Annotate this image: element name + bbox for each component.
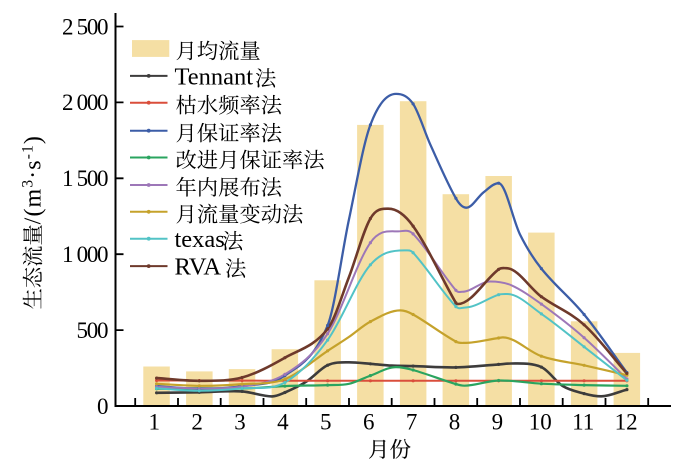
svg-text:1 500: 1 500 <box>62 166 109 191</box>
svg-text:2: 2 <box>191 410 203 435</box>
svg-text:2 500: 2 500 <box>62 14 109 39</box>
svg-text:texas: texas <box>175 226 225 253</box>
svg-text:0: 0 <box>97 394 109 419</box>
svg-text:8: 8 <box>449 410 461 435</box>
svg-text:11: 11 <box>572 410 594 435</box>
svg-text:7: 7 <box>406 410 418 435</box>
svg-text:2 000: 2 000 <box>62 90 109 115</box>
svg-text:500: 500 <box>77 318 109 343</box>
svg-text:12: 12 <box>615 410 638 435</box>
svg-text:3: 3 <box>234 410 246 435</box>
svg-text:1: 1 <box>148 410 160 435</box>
svg-text:9: 9 <box>492 410 504 435</box>
svg-text:10: 10 <box>529 410 552 435</box>
svg-text:5: 5 <box>320 410 332 435</box>
svg-text:Tennant: Tennant <box>175 63 254 90</box>
svg-text:6: 6 <box>363 410 375 435</box>
svg-text:4: 4 <box>277 410 289 435</box>
svg-text:1 000: 1 000 <box>62 242 109 267</box>
svg-text:RVA: RVA <box>175 254 222 281</box>
